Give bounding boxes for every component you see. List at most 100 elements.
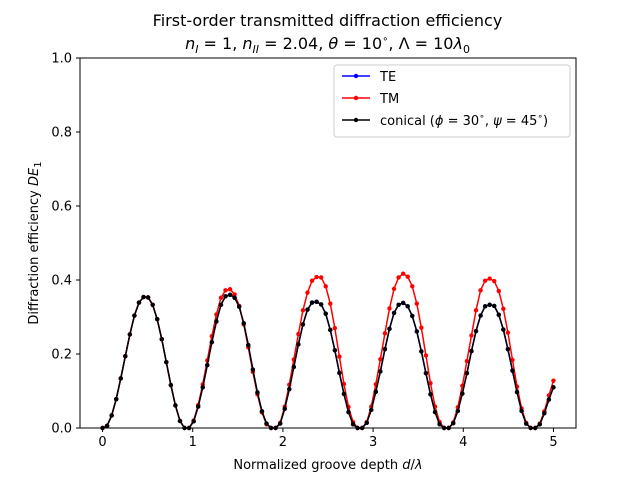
data-point-conical <box>537 422 542 427</box>
data-point-conical <box>373 389 379 394</box>
data-point-conical <box>523 421 529 426</box>
data-point-conical <box>369 407 374 413</box>
data-point-conical <box>405 304 410 309</box>
data-point-conical <box>487 302 492 307</box>
data-point-conical <box>501 327 506 332</box>
data-point-conical <box>492 303 497 309</box>
data-point-tm <box>464 358 470 364</box>
data-point-conical <box>318 302 324 307</box>
data-point-tm <box>423 353 429 358</box>
series-line-conical <box>102 294 555 429</box>
data-point-conical <box>469 348 474 354</box>
data-point-conical <box>460 391 465 396</box>
data-point-conical <box>300 322 306 327</box>
data-point-conical <box>505 346 511 352</box>
y-tick-label: 0.0 <box>51 422 72 437</box>
legend-label-te: TE <box>379 70 396 85</box>
data-point-conical <box>255 390 260 395</box>
data-point-conical <box>314 299 319 305</box>
series-line-tm <box>102 272 555 429</box>
data-point-tm <box>323 284 328 289</box>
data-point-tm <box>496 288 501 294</box>
data-point-tm <box>551 378 556 383</box>
data-point-conical <box>455 408 461 414</box>
data-point-tm <box>469 333 474 338</box>
data-point-conical <box>350 422 356 427</box>
data-point-tm <box>473 308 479 313</box>
data-point-tm <box>337 354 342 359</box>
y-tick-label: 0.6 <box>51 200 72 215</box>
data-point-tm <box>223 288 228 293</box>
y-tick-label: 1.0 <box>51 52 72 67</box>
data-point-conical <box>346 409 351 415</box>
data-point-conical <box>396 302 401 307</box>
data-point-conical <box>168 382 174 388</box>
data-point-conical <box>227 292 233 297</box>
plot-frame <box>79 57 577 429</box>
data-point-conical <box>414 329 420 334</box>
data-point-tm <box>218 295 224 300</box>
data-point-tm <box>296 331 301 337</box>
x-tick-label: 3 <box>369 435 377 450</box>
data-point-tm <box>487 276 492 281</box>
data-point-conical <box>264 421 269 426</box>
data-point-tm <box>318 275 324 280</box>
data-point-tm <box>428 381 433 386</box>
data-point-conical <box>127 332 133 337</box>
y-tick-label: 0.4 <box>51 274 72 289</box>
data-point-conical <box>277 421 283 426</box>
legend-box <box>333 64 571 138</box>
data-point-conical <box>173 403 178 408</box>
axis-ticks: 0 1 2 3 4 5 0.0 0.2 0.4 0.6 0.8 1.0 <box>51 52 557 451</box>
data-point-conical <box>482 304 488 309</box>
data-point-tm <box>314 274 319 280</box>
data-point-conical <box>287 386 292 392</box>
data-point-conical <box>400 300 406 306</box>
data-point-conical <box>496 312 501 317</box>
data-point-tm <box>387 306 392 311</box>
data-point-conical <box>451 420 456 426</box>
data-point-tm <box>227 287 233 292</box>
data-point-conical <box>114 396 119 402</box>
data-point-conical <box>232 295 237 300</box>
data-point-conical <box>309 300 315 305</box>
data-point-conical <box>145 295 151 300</box>
data-point-tm <box>505 330 511 335</box>
data-point-tm <box>482 278 488 283</box>
data-point-conical <box>387 326 392 332</box>
data-point-conical <box>250 367 256 372</box>
data-point-conical <box>464 371 470 376</box>
data-point-conical <box>132 313 137 318</box>
data-point-conical <box>259 409 265 414</box>
data-point-conical <box>423 371 429 376</box>
data-point-conical <box>109 413 114 418</box>
data-point-conical <box>419 349 424 354</box>
y-tick-label: 0.8 <box>51 126 72 141</box>
data-point-conical <box>337 370 342 376</box>
x-tick-label: 1 <box>189 435 197 450</box>
data-point-conical <box>546 397 552 402</box>
data-point-conical <box>514 389 520 395</box>
data-point-tm <box>378 356 383 362</box>
x-tick-label: 5 <box>549 435 557 450</box>
data-point-conical <box>410 313 415 319</box>
data-point-conical <box>382 346 388 352</box>
data-point-tm <box>341 381 347 387</box>
data-point-tm <box>309 278 315 283</box>
data-point-conical <box>291 364 297 370</box>
data-point-conical <box>200 385 205 390</box>
legend-label-conical: conical (ϕ = 30∘, ψ = 45∘) <box>380 112 548 129</box>
data-point-tm <box>400 271 406 276</box>
x-axis-label: Normalized groove depth d/λ <box>233 458 422 473</box>
data-point-tm <box>305 290 310 295</box>
data-point-tm <box>478 288 483 293</box>
data-point-conical <box>296 342 301 347</box>
y-axis-label: Diffraction efficiency DE1 <box>27 161 44 324</box>
data-point-tm <box>396 275 401 280</box>
data-point-conical <box>473 328 479 334</box>
data-point-conical <box>551 385 556 390</box>
data-point-conical <box>428 392 433 397</box>
data-point-conical <box>123 354 128 359</box>
data-point-conical <box>478 313 483 318</box>
